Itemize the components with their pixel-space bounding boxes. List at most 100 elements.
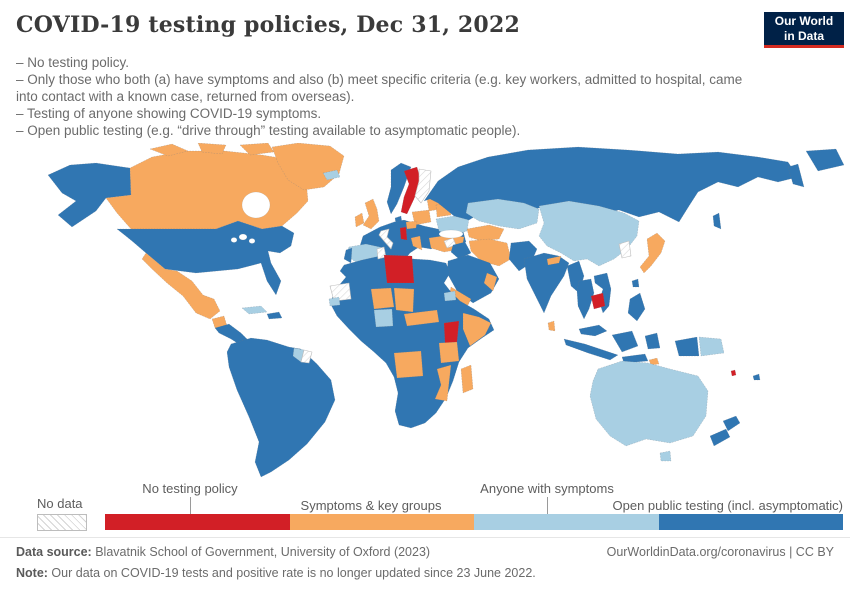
great-lakes bbox=[230, 237, 238, 243]
footer-divider bbox=[0, 537, 850, 538]
region-south-america[interactable] bbox=[226, 337, 336, 478]
legend-segment-anyone-with-symptoms[interactable] bbox=[474, 514, 659, 530]
black-sea bbox=[438, 229, 464, 239]
region-senegal[interactable] bbox=[328, 296, 341, 307]
region-greece[interactable] bbox=[410, 235, 423, 251]
hudson-bay bbox=[241, 191, 271, 219]
region-niger[interactable] bbox=[370, 287, 395, 310]
legend-segment-open-public-testing[interactable] bbox=[658, 514, 843, 530]
description-item: – Open public testing (e.g. “drive throu… bbox=[16, 123, 521, 138]
region-arctic-island[interactable] bbox=[239, 142, 275, 156]
data-source-label: Data source: bbox=[16, 545, 92, 559]
legend-tick bbox=[547, 497, 548, 514]
data-source-line: Data source: Blavatnik School of Governm… bbox=[16, 545, 430, 559]
region-hispaniola[interactable] bbox=[266, 311, 283, 320]
region-portugal[interactable] bbox=[343, 247, 353, 264]
region-saudi-arabia[interactable] bbox=[446, 254, 500, 304]
owid-logo-line1: Our World bbox=[774, 14, 834, 29]
region-car-south-sudan[interactable] bbox=[403, 309, 440, 327]
note-line: Note: Our data on COVID-19 tests and pos… bbox=[16, 566, 536, 580]
region-finland[interactable] bbox=[414, 168, 432, 204]
description-item: – Testing of anyone showing COVID-19 sym… bbox=[16, 106, 322, 121]
region-sumatra-java[interactable] bbox=[563, 338, 619, 361]
region-libya[interactable] bbox=[383, 254, 415, 284]
owid-logo: Our World in Data bbox=[764, 12, 844, 48]
region-vanuatu[interactable] bbox=[730, 369, 737, 377]
region-kazakhstan[interactable] bbox=[465, 198, 540, 230]
region-timor[interactable] bbox=[648, 357, 660, 366]
region-philippines[interactable] bbox=[627, 292, 646, 322]
region-borneo[interactable] bbox=[611, 330, 639, 353]
region-cambodia[interactable] bbox=[590, 292, 606, 310]
region-new-zealand-south[interactable] bbox=[709, 428, 731, 447]
legend-label-no-testing-policy: No testing policy bbox=[142, 481, 238, 496]
region-mexico[interactable] bbox=[141, 252, 221, 320]
legend-label-symptoms-key-groups: Symptoms & key groups bbox=[300, 498, 442, 513]
region-serbia[interactable] bbox=[399, 226, 408, 241]
legend-segment-no-testing-policy[interactable] bbox=[105, 514, 290, 530]
region-malaysia[interactable] bbox=[578, 324, 608, 337]
region-india[interactable] bbox=[523, 252, 570, 314]
region-somalia[interactable] bbox=[462, 312, 492, 347]
world-map bbox=[0, 142, 850, 483]
category-descriptions: – No testing policy. – Only those who bo… bbox=[16, 54, 764, 139]
owid-credit-link[interactable]: OurWorldinData.org/coronavirus | CC BY bbox=[606, 545, 834, 559]
region-sulawesi[interactable] bbox=[644, 332, 661, 350]
region-japan[interactable] bbox=[639, 232, 666, 274]
region-united-kingdom[interactable] bbox=[362, 198, 380, 230]
region-iceland[interactable] bbox=[322, 169, 341, 181]
legend-label-anyone-with-symptoms: Anyone with symptoms bbox=[480, 481, 614, 496]
region-central-asia[interactable] bbox=[466, 224, 505, 242]
region-suriname[interactable] bbox=[300, 349, 313, 364]
region-new-zealand-north[interactable] bbox=[722, 415, 741, 432]
legend-segment-symptoms-key-groups[interactable] bbox=[289, 514, 474, 530]
region-oman[interactable] bbox=[483, 272, 498, 292]
region-tanzania[interactable] bbox=[438, 341, 460, 364]
region-fiji[interactable] bbox=[752, 373, 761, 381]
note-text: Our data on COVID-19 tests and positive … bbox=[47, 566, 536, 580]
region-kamchatka[interactable] bbox=[787, 163, 805, 188]
region-chad[interactable] bbox=[393, 287, 415, 313]
description-item: – No testing policy. bbox=[16, 55, 130, 70]
region-australia[interactable] bbox=[589, 360, 709, 447]
data-source-text: Blavatnik School of Government, Universi… bbox=[91, 545, 431, 559]
region-canada[interactable] bbox=[105, 150, 309, 230]
region-eritrea[interactable] bbox=[443, 290, 457, 302]
region-ireland[interactable] bbox=[354, 212, 365, 228]
region-thailand[interactable] bbox=[576, 278, 595, 320]
region-papua-new-guinea[interactable] bbox=[698, 336, 725, 357]
great-lakes bbox=[248, 238, 256, 244]
legend-no-data-swatch[interactable] bbox=[37, 514, 87, 531]
region-arctic-island[interactable] bbox=[197, 142, 227, 155]
region-cuba[interactable] bbox=[241, 305, 268, 315]
region-sri-lanka[interactable] bbox=[547, 320, 556, 332]
region-nepal[interactable] bbox=[546, 255, 562, 266]
region-sweden[interactable] bbox=[400, 166, 422, 215]
region-kenya[interactable] bbox=[443, 320, 460, 344]
region-west-new-guinea[interactable] bbox=[674, 336, 700, 357]
region-sakhalin[interactable] bbox=[712, 212, 722, 230]
region-alaska[interactable] bbox=[47, 162, 132, 228]
region-nigeria[interactable] bbox=[373, 308, 394, 328]
region-taiwan[interactable] bbox=[631, 278, 640, 288]
legend-tick bbox=[190, 497, 191, 514]
region-arctic-island[interactable] bbox=[149, 143, 189, 157]
region-chukotka[interactable] bbox=[805, 148, 845, 172]
legend-label-open-public-testing: Open public testing (incl. asymptomatic) bbox=[612, 498, 843, 513]
region-madagascar[interactable] bbox=[460, 364, 474, 394]
region-angola[interactable] bbox=[393, 350, 424, 379]
owid-logo-line2: in Data bbox=[783, 28, 824, 43]
region-mozambique[interactable] bbox=[434, 364, 452, 402]
region-hungary[interactable] bbox=[405, 220, 418, 230]
region-italy[interactable] bbox=[378, 228, 394, 250]
region-korea[interactable] bbox=[618, 240, 632, 259]
region-western-sahara-mauritania[interactable] bbox=[329, 282, 352, 302]
note-label: Note: bbox=[16, 566, 48, 580]
region-tasmania[interactable] bbox=[659, 450, 672, 462]
legend-no-data-label: No data bbox=[37, 496, 83, 511]
great-lakes bbox=[238, 233, 248, 241]
region-china-mongolia[interactable] bbox=[538, 200, 640, 267]
region-norway[interactable] bbox=[386, 162, 412, 215]
page-title: COVID-19 testing policies, Dec 31, 2022 bbox=[16, 12, 520, 38]
